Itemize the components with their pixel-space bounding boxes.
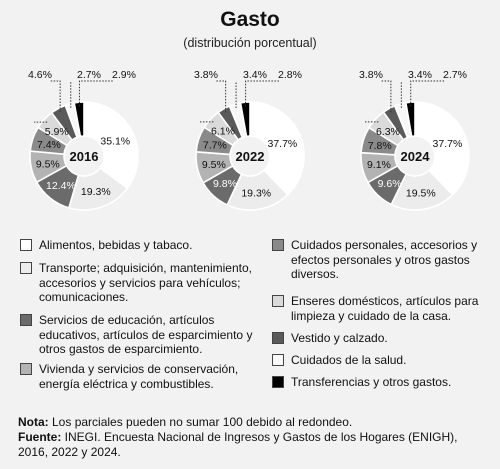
data-label: 12.4% [46,180,76,192]
data-label: 2.9% [112,69,136,81]
leader-line [410,80,445,107]
source-text: INEGI. Encuesta Nacional de Ingresos y G… [18,430,458,459]
legend-label: Vivienda y servicios de conservación, en… [39,362,239,391]
data-label: 4.6% [28,69,52,81]
legend-label: Cuidados de la salud. [291,353,407,367]
data-label: 19.3% [241,187,271,199]
note-text: Los parciales pueden no sumar 100 debido… [48,415,353,429]
note-line: Nota: Los parciales pueden no sumar 100 … [18,415,488,430]
data-label: 9.5% [36,159,60,171]
leader-line [50,80,61,113]
legend-swatch-vivienda [20,363,32,375]
legend-label: Enseres domésticos, artículos para limpi… [291,294,479,323]
donut-year-label: 2022 [236,149,265,164]
data-label: 3.4% [243,69,267,81]
legend-item-enseres: Enseres domésticos, artículos para limpi… [272,294,484,323]
notes: Nota: Los parciales pueden no sumar 100 … [18,415,488,460]
data-label: 6.1% [211,126,235,138]
chart-title: Gasto [220,8,280,31]
legend-swatch-cuidados-personales [272,239,284,251]
source-line: Fuente: INEGI. Encuesta Nacional de Ingr… [18,430,488,460]
data-label: 9.6% [378,178,402,190]
data-label: 2.7% [443,69,467,81]
donut-slice-2024-8 [404,101,416,138]
data-label: 37.7% [268,138,298,150]
legend-label: Servicios de educación, artículos educat… [39,313,253,356]
donut-year-label: 2016 [70,149,99,164]
legend-swatch-transferencias [272,376,284,388]
legend-swatch-alimentos [20,239,32,251]
legend-item-vestido: Vestido y calzado. [272,331,484,346]
legend-swatch-transporte [20,262,32,274]
donut-year-label: 2024 [401,149,431,164]
data-label: 3.4% [408,69,432,81]
donut-slice-2022-0 [249,101,305,196]
legend-label: Transferencias y otros gastos. [291,375,452,389]
data-label: 2.8% [278,69,302,81]
legend-label: Alimentos, bebidas y tabaco. [39,238,193,252]
data-label: 7.8% [368,140,392,152]
data-label: 9.8% [213,178,237,190]
leader-line [381,80,392,113]
data-label: 37.7% [433,138,463,150]
legend-swatch-vestido [272,332,284,344]
data-label: 9.5% [202,159,226,171]
data-label: 7.4% [37,139,61,151]
data-label: 3.8% [359,69,383,81]
donut-slice-2016-8 [73,101,85,138]
data-label: 7.7% [203,139,227,151]
data-label: 35.1% [100,135,130,147]
donut-slice-2022-8 [239,101,251,138]
data-label: 19.3% [81,186,111,198]
note-label: Nota: [18,415,49,429]
legend-swatch-educacion [20,314,32,326]
data-label: 3.8% [194,69,218,81]
legend-swatch-enseres [272,295,284,307]
legend-item-transferencias: Transferencias y otros gastos. [272,375,484,390]
donut-slice-2016-0 [83,101,139,190]
legend-item-cuidados-personales: Cuidados personales, accesorios y efecto… [272,238,484,282]
data-label: 2.7% [77,69,101,81]
data-label: 9.1% [367,159,391,171]
legend-item-salud: Cuidados de la salud. [272,353,484,368]
legend-item-transporte: Transporte; adquisición, mantenimiento, … [20,261,265,305]
leader-line [78,80,114,107]
legend-item-alimentos: Alimentos, bebidas y tabaco. [20,238,260,253]
legend-item-vivienda: Vivienda y servicios de conservación, en… [20,362,265,391]
data-label: 19.5% [406,188,436,200]
data-label: 6.3% [376,126,400,138]
legend-label: Transporte; adquisición, mantenimiento, … [39,261,252,304]
leader-line [216,80,227,113]
legend-label: Cuidados personales, accesorios y efecto… [291,238,478,281]
legend-item-educacion: Servicios de educación, artículos educat… [20,313,265,357]
legend-swatch-salud [272,354,284,366]
leader-line [245,80,280,107]
data-label: 5.9% [45,126,69,138]
chart-subtitle: (distribución porcentual) [183,36,317,50]
donut-slice-2024-0 [414,101,470,196]
source-label: Fuente: [18,430,62,444]
legend-label: Vestido y calzado. [291,331,388,345]
